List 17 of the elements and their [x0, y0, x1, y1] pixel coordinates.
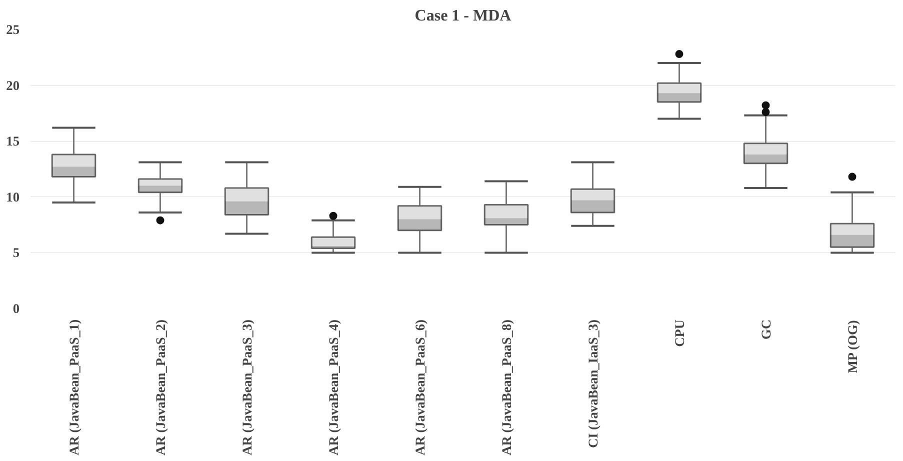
y-tick-label: 25	[6, 22, 20, 37]
x-tick-label: AR (JavaBean_PaaS_1)	[66, 319, 82, 456]
y-tick-label: 10	[6, 189, 20, 204]
x-tick-label: GC	[758, 319, 774, 340]
x-tick-label: CI (JavaBean_IaaS_3)	[585, 319, 600, 448]
y-tick-label: 20	[6, 78, 20, 93]
x-tick-label: AR (JavaBean_PaaS_8)	[498, 319, 514, 456]
y-tick-label: 0	[12, 301, 20, 316]
x-tick-label: AR (JavaBean_PaaS_3)	[239, 319, 254, 456]
x-tick-label: CPU	[672, 319, 687, 347]
chart-title: Case 1 - MDA	[414, 8, 512, 24]
x-tick-label: AR (JavaBean_PaaS_2)	[152, 319, 168, 456]
x-tick-label: AR (JavaBean_PaaS_6)	[412, 319, 428, 456]
y-tick-label: 5	[12, 245, 20, 260]
x-tick-label: MP (OG)	[844, 320, 860, 374]
x-tick-label: AR (JavaBean_PaaS_4)	[326, 319, 341, 456]
y-tick-label: 15	[6, 134, 20, 149]
